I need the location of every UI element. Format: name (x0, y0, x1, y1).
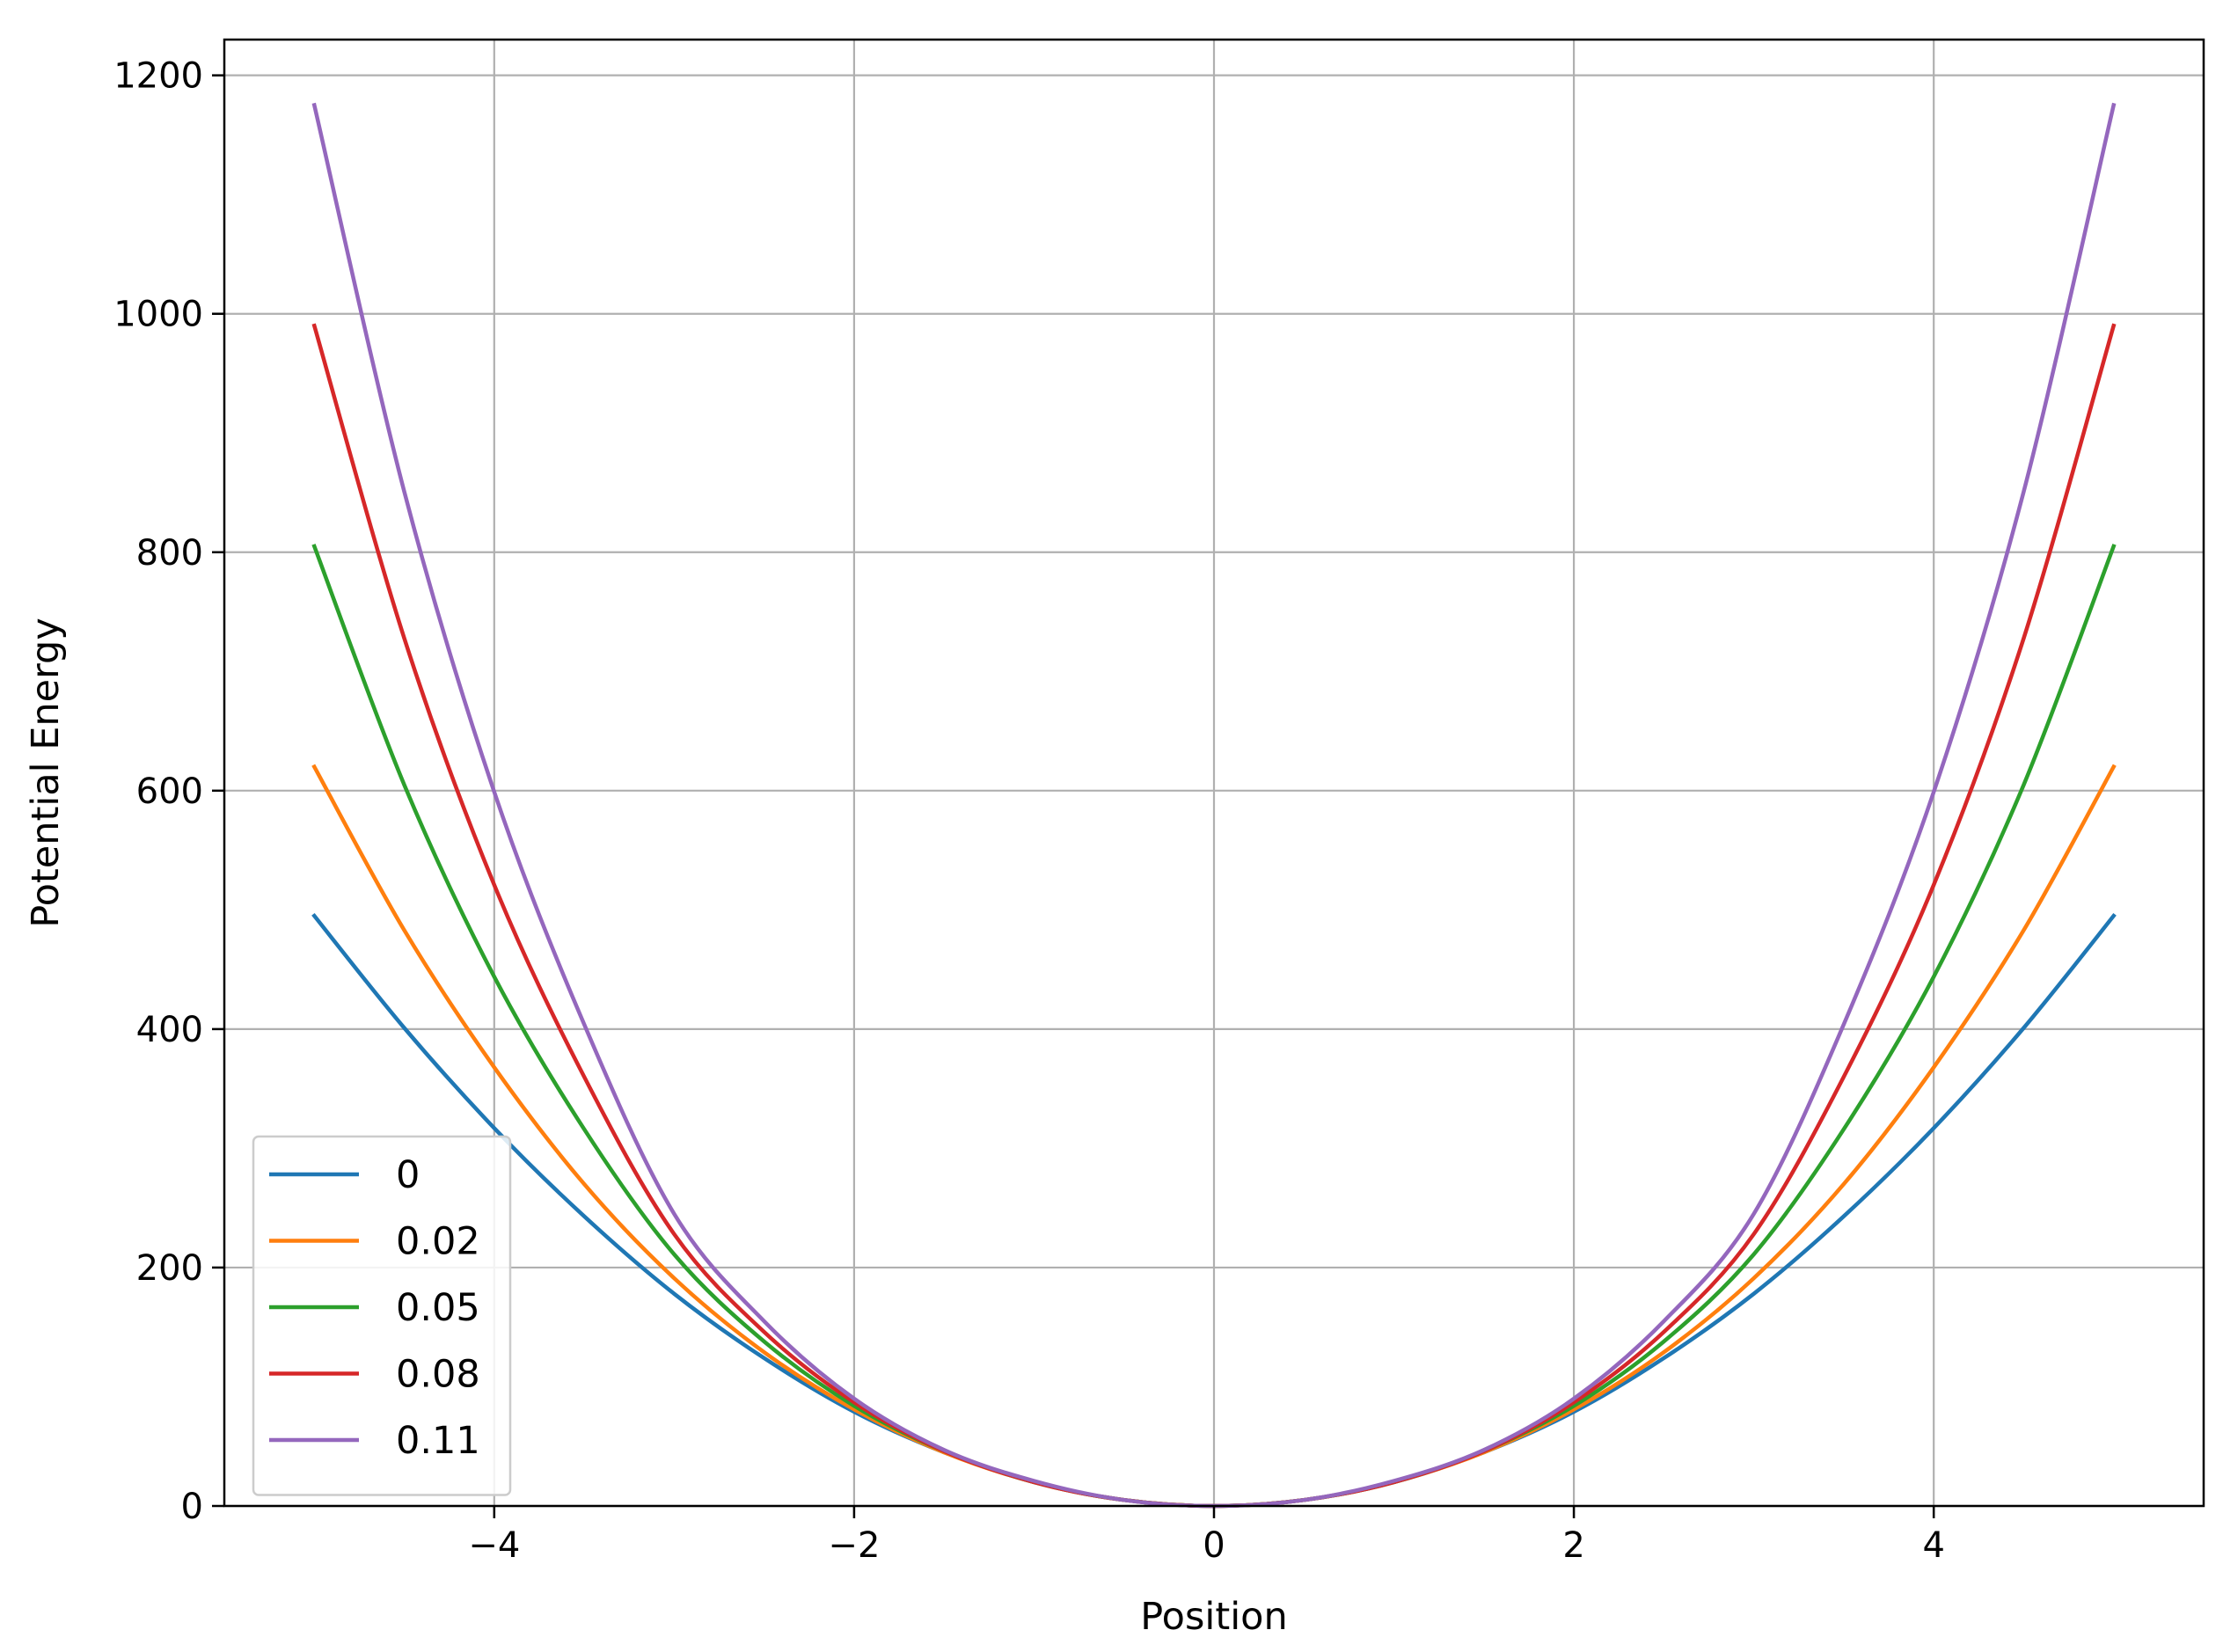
y-tick-label: 0 (181, 1487, 203, 1527)
x-axis-label: Position (1140, 1595, 1287, 1639)
legend-label: 0.02 (396, 1220, 480, 1264)
grid (224, 40, 2204, 1508)
y-axis-label: Potential Energy (24, 618, 68, 928)
x-tick-label: 2 (1562, 1525, 1584, 1566)
legend-label: 0.05 (396, 1286, 480, 1330)
x-tick-label: 0 (1203, 1525, 1225, 1566)
y-tick-label: 1000 (113, 295, 203, 335)
y-tick-label: 800 (136, 533, 203, 574)
legend-label: 0.11 (396, 1419, 480, 1463)
legend-box (252, 1135, 512, 1496)
y-tick-label: 600 (136, 771, 203, 812)
legend-label: 0.08 (396, 1353, 480, 1397)
x-tick-label: −4 (468, 1525, 520, 1566)
x-tick-label: 4 (1922, 1525, 1944, 1566)
x-tick-label: −2 (828, 1525, 880, 1566)
x-axis-ticks: −4 −2 0 2 4 (468, 1506, 1945, 1566)
legend: 0 0.02 0.05 0.08 0.11 (252, 1135, 512, 1496)
y-tick-label: 400 (136, 1010, 203, 1050)
y-axis-ticks: 0 200 400 600 800 1000 1200 (113, 56, 224, 1527)
y-tick-label: 1200 (113, 56, 203, 97)
y-tick-label: 200 (136, 1248, 203, 1289)
legend-label: 0 (396, 1153, 420, 1197)
